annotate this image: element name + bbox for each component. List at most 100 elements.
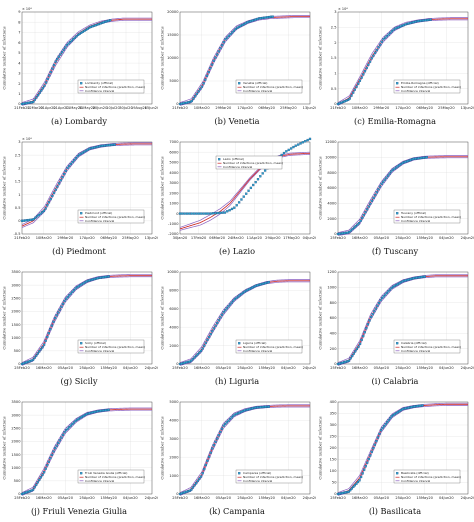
official-point xyxy=(226,210,229,213)
official-point xyxy=(70,39,73,42)
x-tick-label: 25Apr20 xyxy=(79,496,95,500)
official-point xyxy=(230,301,233,304)
legend-official-label: Campania (official) xyxy=(243,471,271,475)
official-point xyxy=(193,484,196,487)
x-tick-label: 16Mar20 xyxy=(352,496,369,500)
x-tick-label: 10Mar20 xyxy=(352,106,369,110)
official-point xyxy=(57,311,60,314)
y-tick-label: 300 xyxy=(330,423,338,427)
x-tick-label: 17Apr20 xyxy=(79,236,95,240)
panel-lazio: -2000 -1000 0 1000 2000 3000 4000 5000 6000 7000 3… xyxy=(158,130,316,260)
official-point xyxy=(68,164,71,168)
official-point xyxy=(36,93,40,97)
official-point xyxy=(429,18,432,21)
official-point xyxy=(215,53,219,56)
official-point xyxy=(384,423,387,426)
x-tick-label: 16Mar20 xyxy=(352,366,369,370)
official-point xyxy=(378,432,381,436)
official-point xyxy=(36,352,39,355)
official-point xyxy=(367,63,370,66)
y-tick-label: 8 xyxy=(18,20,21,24)
y-tick-label: 2 xyxy=(334,41,336,45)
x-tick-label: 25Apr20 xyxy=(395,366,411,370)
y-tick-label: 1.5 xyxy=(15,180,21,184)
legend-official-swatch xyxy=(218,158,221,161)
chart-svg: 0 50 100 150 200 250 300 350 400 25Feb20 16Mar20 05… xyxy=(318,400,474,500)
official-point xyxy=(214,212,217,215)
official-point xyxy=(348,97,351,100)
official-point xyxy=(357,221,361,225)
official-point xyxy=(289,147,293,150)
official-point xyxy=(355,85,358,88)
official-point xyxy=(304,140,307,143)
official-point xyxy=(358,79,362,82)
official-point xyxy=(195,354,198,357)
official-point xyxy=(352,91,355,94)
plot-frame xyxy=(21,271,153,365)
legend-official-label: Basilicata (official) xyxy=(401,471,429,475)
x-tick-label: 15Jun20 xyxy=(145,106,158,110)
legend-prediction-label: Number of infections (prediction, mean) xyxy=(401,475,461,479)
official-point xyxy=(385,291,388,295)
panel-venetia: 0 5000 10000 15000 20000 21Feb20 10Mar20 29Mar2… xyxy=(158,0,317,130)
x-tick-label: 21Apr20 xyxy=(53,106,69,110)
y-tick-label: 2000 xyxy=(327,217,337,221)
official-point xyxy=(421,404,424,407)
official-point xyxy=(368,60,372,63)
official-point xyxy=(203,344,206,347)
official-point xyxy=(209,67,212,70)
official-point xyxy=(360,338,363,342)
official-point xyxy=(214,324,217,327)
official-point xyxy=(67,42,70,45)
x-tick-label: 15May20 xyxy=(100,496,117,500)
official-point xyxy=(390,415,393,418)
official-point xyxy=(301,141,305,144)
x-tick-label: 04Jun20 xyxy=(439,366,454,370)
official-point xyxy=(216,437,219,440)
official-point xyxy=(32,100,35,104)
y-tick-label: 1 xyxy=(18,193,20,197)
official-point xyxy=(294,144,297,147)
official-point xyxy=(65,44,69,47)
official-point xyxy=(271,15,274,18)
legend-official-label: Venetia (official) xyxy=(243,81,267,85)
series-ci-upper xyxy=(179,15,310,103)
x-tick-label: 17Apr20 xyxy=(237,106,253,110)
panel-lombardy: 0 1 2 3 4 5 6 7 8 9 21Feb20 12Mar20 01Apr20 21Apr20 11… xyxy=(0,0,159,130)
legend-official-label: Calabria (official) xyxy=(401,341,427,345)
official-point xyxy=(73,158,76,162)
official-point xyxy=(249,186,253,190)
official-point xyxy=(364,211,367,214)
legend-box xyxy=(235,469,303,484)
official-point xyxy=(181,212,184,215)
official-point xyxy=(54,188,57,191)
official-point xyxy=(226,36,229,39)
official-point xyxy=(207,70,210,74)
official-point xyxy=(423,275,426,278)
official-point xyxy=(237,295,240,298)
official-point xyxy=(355,482,358,485)
legend-official-label: Emilia-Romagna (official) xyxy=(401,81,439,85)
y-tick-label: 400 xyxy=(330,400,338,404)
legend-ci-label: Confidence interval xyxy=(401,479,430,483)
official-point xyxy=(36,215,39,218)
official-point xyxy=(350,94,353,97)
official-point xyxy=(382,38,385,41)
y-tick-label: 0 xyxy=(176,212,179,216)
official-point xyxy=(361,216,364,220)
official-point xyxy=(399,162,403,166)
official-point xyxy=(74,287,77,290)
official-point xyxy=(49,197,52,201)
x-tick-label: 13Jun20 xyxy=(303,106,316,110)
legend-official-label: Sicily (official) xyxy=(85,341,106,345)
x-tick-label: 11Apr20 xyxy=(247,236,263,240)
x-tick-label: 24Mar20 xyxy=(228,236,245,240)
series-ci-upper xyxy=(337,402,468,493)
official-point xyxy=(354,224,357,228)
official-point xyxy=(242,195,245,198)
chart-svg: -0.5 0 0.5 1 1.5 2 2.5 3 21Feb20 10Mar20 29Mar20 17… xyxy=(2,137,159,240)
official-point xyxy=(308,137,312,141)
official-point xyxy=(222,311,225,314)
official-point xyxy=(59,179,62,182)
